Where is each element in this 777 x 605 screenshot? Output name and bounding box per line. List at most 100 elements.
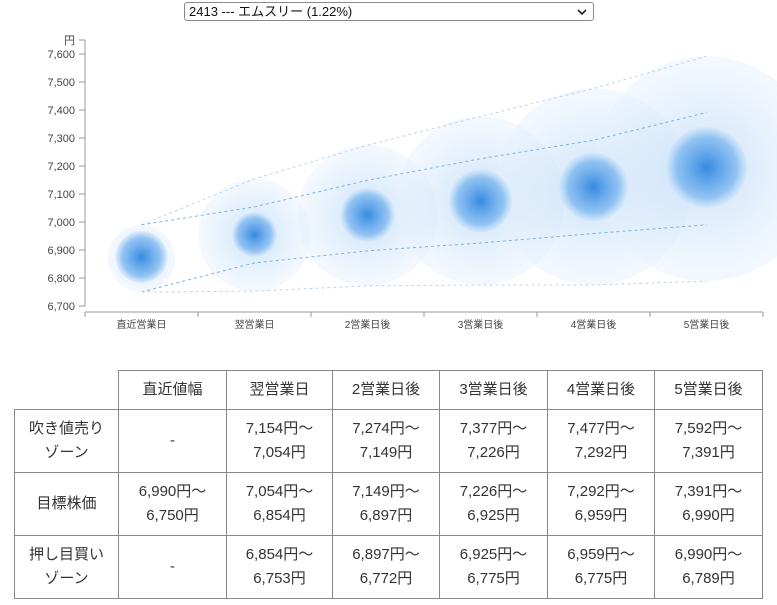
table-row: 目標株価 6,990円〜 6,750円 7,054円〜 6,854円 7,149円〜 6,8… xyxy=(14,472,763,536)
cell-value: 7,226円 xyxy=(467,444,520,461)
target-bubble xyxy=(232,212,277,257)
table-cell: 7,149円〜 6,897円 xyxy=(332,472,440,536)
y-tick-label: 6,700 xyxy=(47,301,75,313)
table-cell: - xyxy=(118,409,227,473)
table-cell: 7,477円〜 7,292円 xyxy=(547,409,655,473)
cell-value: 7,226円〜 xyxy=(459,483,528,500)
row-label-line: ゾーン xyxy=(44,444,89,461)
cell-value: 7,391円〜 xyxy=(674,483,743,500)
y-tick-label: 7,100 xyxy=(47,189,75,201)
cell-value: 6,925円〜 xyxy=(459,546,528,563)
row-label-line: ゾーン xyxy=(44,570,89,587)
row-label: 押し目買い ゾーン xyxy=(14,535,119,599)
cell-value: 7,054円 xyxy=(253,444,306,461)
column-header: 翌営業日 xyxy=(226,370,333,410)
cell-value: 7,054円〜 xyxy=(245,483,314,500)
cell-value: 6,897円〜 xyxy=(352,546,420,563)
x-tick-label: 3営業日後 xyxy=(458,318,504,331)
cell-value: 7,477円〜 xyxy=(567,420,635,437)
target-bubble xyxy=(559,152,628,222)
row-label: 目標株価 xyxy=(14,472,119,536)
chevron-down-icon xyxy=(577,9,587,16)
table-cell: 7,391円〜 6,990円 xyxy=(654,472,763,536)
target-bubble xyxy=(340,188,395,242)
cell-value: 7,377円〜 xyxy=(459,420,528,437)
outer-low-line xyxy=(141,280,707,293)
cell-value: 7,154円〜 xyxy=(245,420,314,437)
cell-value: 6,990円〜 xyxy=(138,483,207,500)
cell-value: 6,990円〜 xyxy=(674,546,743,563)
cell-value: 7,274円〜 xyxy=(352,420,420,437)
cell-value: 6,775円 xyxy=(467,570,520,587)
stock-selector-value: 2413 --- エムスリー (1.22%) xyxy=(189,4,353,19)
cell-value: 7,592円〜 xyxy=(674,420,743,437)
target-bubble xyxy=(115,231,168,283)
price-forecast-chart: 円 6,700 6,800 6,900 7,000 7,100 7,200 7,300 7,40… xyxy=(47,35,777,331)
target-bubble xyxy=(666,126,747,208)
y-tick-label: 6,800 xyxy=(47,273,75,285)
table-cell: 7,377円〜 7,226円 xyxy=(439,409,548,473)
column-header: 5営業日後 xyxy=(654,370,763,410)
cell-value: 6,990円 xyxy=(682,507,735,524)
table-cell: - xyxy=(118,535,227,599)
table-cell: 6,990円〜 6,750円 xyxy=(118,472,227,536)
table-row: 押し目買いゾーン - 6,854円〜 6,753円 6,897円〜 6,772円 6,925… xyxy=(14,535,763,599)
y-tick-label: 7,300 xyxy=(47,133,75,145)
x-tick-label: 直近営業日 xyxy=(117,318,167,331)
cell-value: 7,391円 xyxy=(682,444,735,461)
cell-value: 6,750円 xyxy=(146,507,199,524)
cell-value: 7,292円〜 xyxy=(567,483,635,500)
x-tick-label: 5営業日後 xyxy=(684,318,730,331)
row-label: 吹き値売り ゾーン xyxy=(14,409,119,473)
row-label-line: 吹き値売り xyxy=(28,420,104,437)
y-tick-label: 6,900 xyxy=(47,245,75,257)
column-header: 3営業日後 xyxy=(439,370,548,410)
cell-value: 6,925円 xyxy=(467,507,520,524)
cell-value: - xyxy=(170,558,175,575)
target-bubble xyxy=(449,169,512,233)
column-header: 4営業日後 xyxy=(547,370,655,410)
zone-table: 直近値幅 翌営業日 2営業日後 3営業日後 4営業日後 5営業日後 吹き値売りゾーン - 7,… xyxy=(14,370,763,599)
column-header: 直近値幅 xyxy=(118,370,227,410)
cell-value: 7,149円 xyxy=(359,444,413,461)
cell-value: 6,959円 xyxy=(574,507,628,524)
row-label-line: 目標株価 xyxy=(36,495,97,512)
y-tick-label: 7,500 xyxy=(47,77,75,89)
y-tick-label: 7,200 xyxy=(47,161,75,173)
cell-value: - xyxy=(170,432,175,449)
table-cell: 6,925円〜 6,775円 xyxy=(439,535,548,599)
x-tick-label: 翌営業日 xyxy=(235,318,275,331)
cell-value: 6,959円〜 xyxy=(567,546,635,563)
cell-value: 6,854円 xyxy=(253,507,306,524)
table-row: 吹き値売りゾーン - 7,154円〜 7,054円 7,274円〜 7,149円 7,377… xyxy=(14,409,763,473)
cell-value: 6,897円 xyxy=(359,507,413,524)
x-tick-label: 4営業日後 xyxy=(571,318,617,331)
y-tick-label: 7,400 xyxy=(47,105,75,117)
table-cell: 6,959円〜 6,775円 xyxy=(547,535,655,599)
table-cell: 6,990円〜 6,789円 xyxy=(654,535,763,599)
y-tick-label: 7,000 xyxy=(47,217,75,229)
y-axis-unit: 円 xyxy=(64,35,75,47)
cell-value: 6,854円〜 xyxy=(245,546,314,563)
cell-value: 6,753円 xyxy=(253,570,306,587)
table-cell: 7,274円〜 7,149円 xyxy=(332,409,440,473)
cell-value: 6,775円 xyxy=(574,570,628,587)
table-cell: 7,154円〜 7,054円 xyxy=(226,409,333,473)
outer-high-line xyxy=(141,55,707,226)
table-cell: 7,054円〜 6,854円 xyxy=(226,472,333,536)
column-header: 2営業日後 xyxy=(332,370,440,410)
stock-selector[interactable]: 2413 --- エムスリー (1.22%) xyxy=(184,2,594,21)
table-cell: 6,897円〜 6,772円 xyxy=(332,535,440,599)
table-cell: 7,592円〜 7,391円 xyxy=(654,409,763,473)
target-high-line xyxy=(141,112,707,226)
table-corner-cell xyxy=(14,370,119,410)
cell-value: 7,149円〜 xyxy=(352,483,420,500)
y-tick-label: 7,600 xyxy=(47,49,75,61)
table-cell: 7,292円〜 6,959円 xyxy=(547,472,655,536)
cell-value: 7,292円 xyxy=(574,444,628,461)
table-cell: 6,854円〜 6,753円 xyxy=(226,535,333,599)
target-low-line xyxy=(141,224,707,293)
row-label-line: 押し目買い xyxy=(28,546,104,563)
x-tick-label: 2営業日後 xyxy=(345,318,391,331)
cell-value: 6,772円 xyxy=(359,570,413,587)
